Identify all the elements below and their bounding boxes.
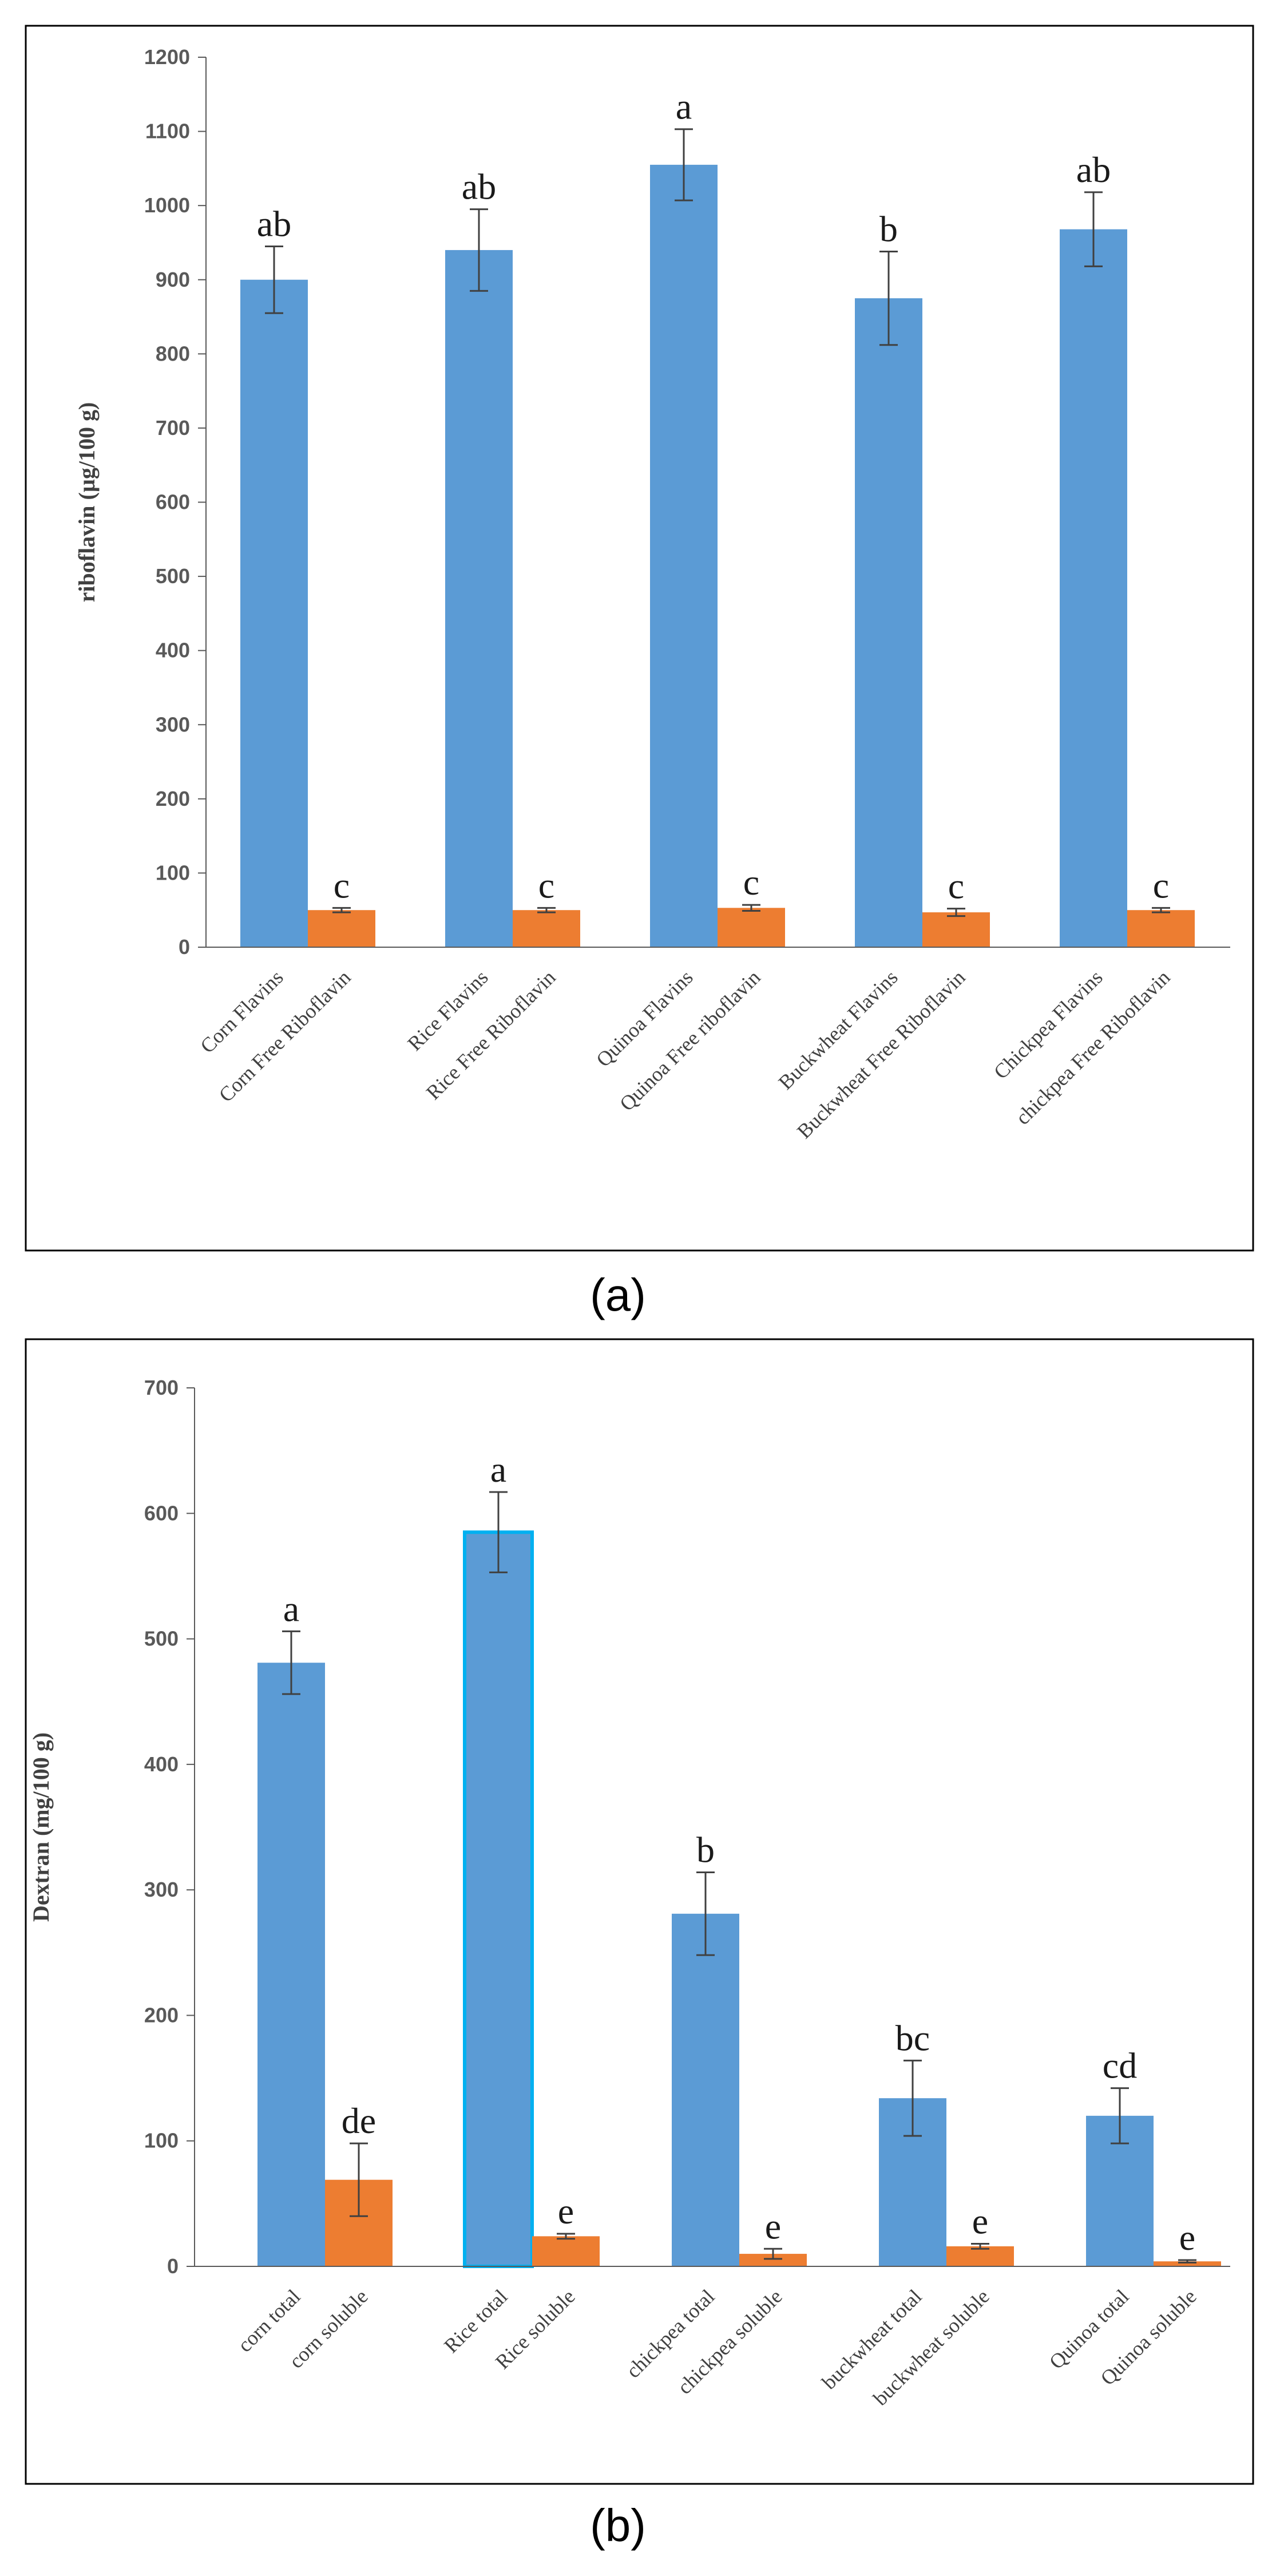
significance-label: a <box>676 86 692 127</box>
panel-a-frame <box>25 25 1254 1252</box>
significance-label: ab <box>1076 149 1111 190</box>
y-tick-label: 500 <box>156 564 190 588</box>
bar-free <box>1154 2261 1221 2266</box>
significance-label: e <box>1179 2217 1195 2258</box>
significance-label: e <box>558 2191 574 2231</box>
bar-free <box>308 910 375 947</box>
y-tick-label: 0 <box>167 2254 179 2278</box>
significance-label: de <box>342 2100 376 2141</box>
y-tick-label: 900 <box>156 268 190 291</box>
significance-label: c <box>334 865 350 905</box>
y-tick-label: 100 <box>156 861 190 884</box>
significance-label: c <box>948 866 964 907</box>
bar-total <box>445 250 513 948</box>
y-axis-title: riboflavin (µg/100 g) <box>74 402 100 603</box>
bar-total <box>855 298 922 948</box>
y-tick-label: 100 <box>144 2129 179 2152</box>
bar-total <box>257 1663 325 2266</box>
significance-label: a <box>490 1449 506 1490</box>
significance-label: e <box>972 2201 988 2242</box>
y-tick-label: 1200 <box>144 45 190 69</box>
y-tick-label: 300 <box>156 713 190 736</box>
y-tick-label: 600 <box>156 490 190 514</box>
y-tick-label: 200 <box>156 787 190 810</box>
y-tick-label: 1100 <box>145 120 190 143</box>
bar-free <box>532 2236 600 2266</box>
significance-label: a <box>283 1588 299 1629</box>
bar-free <box>513 910 580 947</box>
y-tick-label: 0 <box>179 935 190 959</box>
bar-free <box>1127 910 1195 947</box>
y-axis-title: Dextran (mg/100 g) <box>28 1732 54 1922</box>
y-tick-label: 500 <box>144 1627 179 1651</box>
significance-label: c <box>538 865 554 905</box>
significance-label: b <box>879 209 898 250</box>
y-tick-label: 200 <box>144 2003 179 2027</box>
bar-total <box>650 164 718 947</box>
y-tick-label: 700 <box>144 1376 179 1399</box>
bar-total <box>463 1530 534 2268</box>
y-tick-label: 300 <box>144 1878 179 1901</box>
bar-free <box>739 2254 807 2266</box>
significance-label: c <box>743 862 759 903</box>
significance-label: ab <box>257 203 291 244</box>
significance-label: bc <box>895 2017 930 2058</box>
y-tick-label: 800 <box>156 342 190 365</box>
significance-label: ab <box>462 167 496 207</box>
y-tick-label: 600 <box>144 1501 179 1525</box>
panel-b-frame <box>25 1338 1254 2485</box>
significance-label: cd <box>1103 2045 1137 2086</box>
panel-a-label: (a) <box>590 1269 646 1320</box>
bar-total <box>672 1913 739 2266</box>
significance-label: b <box>696 1829 715 1870</box>
y-tick-label: 400 <box>144 1752 179 1776</box>
significance-label: c <box>1153 865 1169 905</box>
y-tick-label: 1000 <box>144 193 190 217</box>
bar-free <box>718 908 785 947</box>
significance-label: e <box>765 2206 781 2246</box>
y-tick-label: 700 <box>156 416 190 440</box>
bar-total <box>240 279 308 947</box>
bar-total <box>1060 229 1127 948</box>
panel-b-label: (b) <box>590 2500 646 2551</box>
y-tick-label: 400 <box>156 639 190 662</box>
bar-free <box>922 912 990 947</box>
panel-b: 0 100 200 300 400 500 600 700 Dextran (mg/100 g)… <box>25 1338 1254 2551</box>
panel-a: 0 100 200 300 400 500 600 700 800 900 1000 1100 1200… <box>25 25 1254 1320</box>
